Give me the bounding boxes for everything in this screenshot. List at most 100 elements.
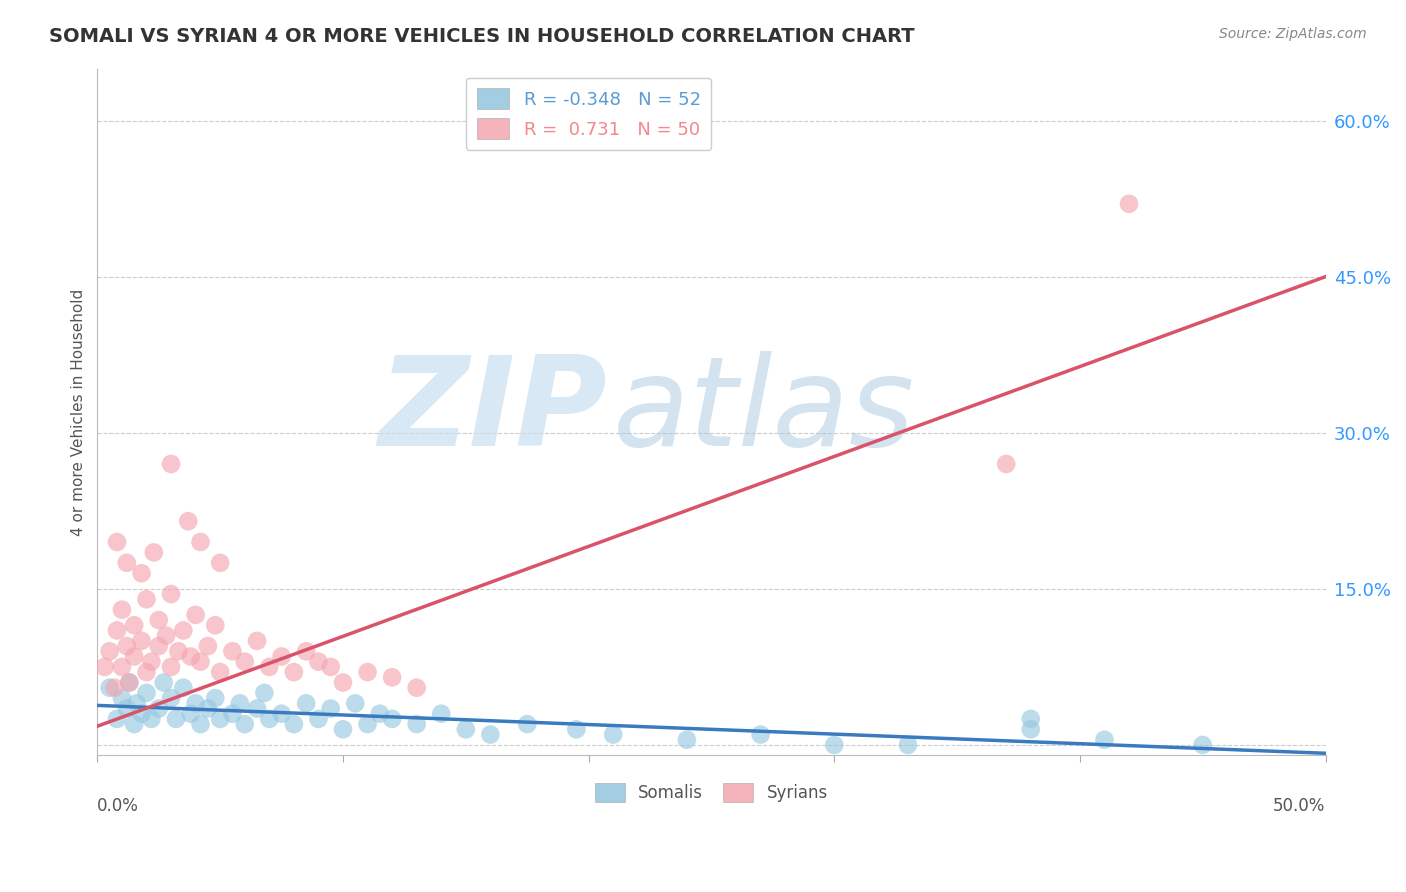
Point	[197, 639, 219, 653]
Point	[307, 655, 329, 669]
Point	[233, 717, 256, 731]
Y-axis label: 4 or more Vehicles in Household: 4 or more Vehicles in Household	[72, 288, 86, 535]
Point	[135, 592, 157, 607]
Point	[152, 675, 174, 690]
Point	[125, 696, 148, 710]
Point	[148, 613, 170, 627]
Point	[204, 618, 226, 632]
Point	[295, 696, 318, 710]
Point	[155, 629, 177, 643]
Point	[749, 727, 772, 741]
Point	[103, 681, 125, 695]
Point	[111, 602, 134, 616]
Point	[93, 660, 115, 674]
Point	[142, 545, 165, 559]
Text: 50.0%: 50.0%	[1274, 797, 1326, 814]
Point	[115, 556, 138, 570]
Point	[479, 727, 502, 741]
Point	[295, 644, 318, 658]
Text: Source: ZipAtlas.com: Source: ZipAtlas.com	[1219, 27, 1367, 41]
Point	[118, 675, 141, 690]
Point	[307, 712, 329, 726]
Point	[283, 717, 305, 731]
Point	[516, 717, 538, 731]
Point	[381, 670, 404, 684]
Point	[190, 535, 212, 549]
Point	[319, 660, 342, 674]
Point	[209, 556, 232, 570]
Point	[122, 717, 145, 731]
Text: ZIP: ZIP	[378, 351, 607, 473]
Point	[1094, 732, 1116, 747]
Point	[1019, 723, 1042, 737]
Point	[190, 655, 212, 669]
Point	[283, 665, 305, 679]
Point	[118, 675, 141, 690]
Point	[131, 566, 153, 581]
Point	[115, 701, 138, 715]
Point	[172, 681, 194, 695]
Point	[823, 738, 845, 752]
Point	[209, 665, 232, 679]
Point	[172, 624, 194, 638]
Text: atlas: atlas	[613, 351, 915, 473]
Point	[98, 681, 121, 695]
Point	[111, 660, 134, 674]
Text: 0.0%: 0.0%	[97, 797, 139, 814]
Point	[430, 706, 453, 721]
Point	[233, 655, 256, 669]
Point	[405, 681, 427, 695]
Point	[105, 535, 128, 549]
Point	[115, 639, 138, 653]
Point	[1191, 738, 1213, 752]
Point	[676, 732, 699, 747]
Point	[180, 706, 202, 721]
Point	[148, 639, 170, 653]
Point	[246, 701, 269, 715]
Point	[332, 675, 354, 690]
Point	[122, 649, 145, 664]
Point	[381, 712, 404, 726]
Point	[105, 624, 128, 638]
Point	[259, 712, 281, 726]
Point	[148, 701, 170, 715]
Point	[356, 665, 378, 679]
Point	[122, 618, 145, 632]
Point	[259, 660, 281, 674]
Point	[135, 686, 157, 700]
Point	[344, 696, 367, 710]
Legend: Somalis, Syrians: Somalis, Syrians	[588, 776, 835, 809]
Point	[141, 655, 163, 669]
Point	[332, 723, 354, 737]
Point	[111, 691, 134, 706]
Point	[246, 633, 269, 648]
Point	[160, 587, 183, 601]
Point	[209, 712, 232, 726]
Point	[180, 649, 202, 664]
Point	[131, 633, 153, 648]
Point	[995, 457, 1018, 471]
Point	[221, 706, 243, 721]
Point	[141, 712, 163, 726]
Point	[177, 514, 200, 528]
Point	[221, 644, 243, 658]
Point	[165, 712, 187, 726]
Point	[135, 665, 157, 679]
Point	[1019, 712, 1042, 726]
Point	[405, 717, 427, 731]
Point	[454, 723, 477, 737]
Point	[356, 717, 378, 731]
Point	[160, 660, 183, 674]
Point	[105, 712, 128, 726]
Point	[565, 723, 588, 737]
Point	[368, 706, 391, 721]
Point	[1118, 196, 1140, 211]
Point	[319, 701, 342, 715]
Point	[184, 607, 207, 622]
Point	[270, 649, 292, 664]
Point	[167, 644, 190, 658]
Point	[197, 701, 219, 715]
Point	[253, 686, 276, 700]
Point	[184, 696, 207, 710]
Point	[229, 696, 252, 710]
